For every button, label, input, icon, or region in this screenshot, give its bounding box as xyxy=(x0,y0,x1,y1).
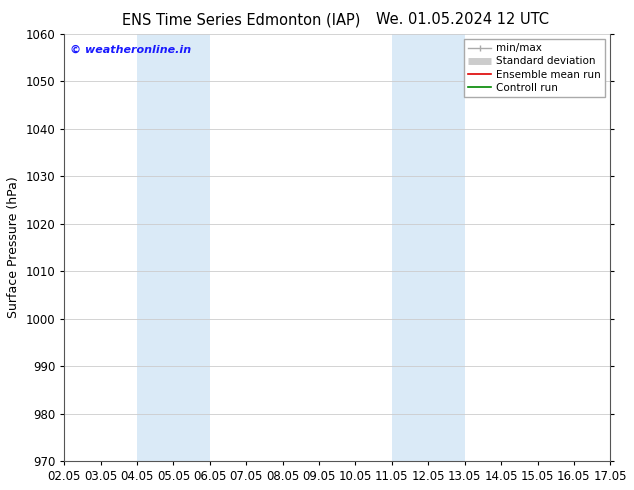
Bar xyxy=(392,34,465,461)
Text: ENS Time Series Edmonton (IAP): ENS Time Series Edmonton (IAP) xyxy=(122,12,360,27)
Text: We. 01.05.2024 12 UTC: We. 01.05.2024 12 UTC xyxy=(377,12,549,27)
Legend: min/max, Standard deviation, Ensemble mean run, Controll run: min/max, Standard deviation, Ensemble me… xyxy=(464,39,605,97)
Text: © weatheronline.in: © weatheronline.in xyxy=(70,45,191,55)
Bar xyxy=(137,34,210,461)
Y-axis label: Surface Pressure (hPa): Surface Pressure (hPa) xyxy=(7,176,20,318)
